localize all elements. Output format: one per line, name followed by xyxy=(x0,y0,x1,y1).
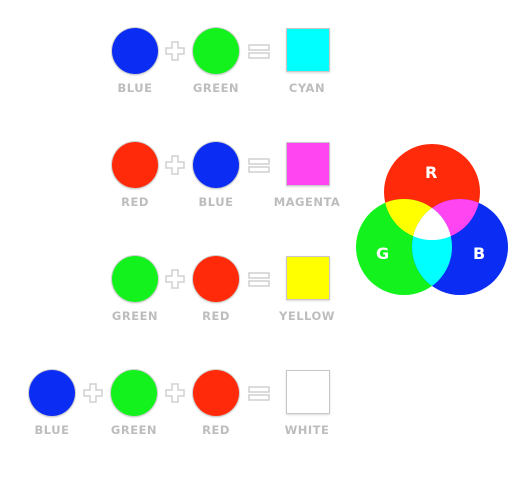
plus-icon xyxy=(165,269,185,289)
plus-icon xyxy=(165,383,185,403)
green-circle xyxy=(112,256,158,302)
red-circle xyxy=(193,370,239,416)
mix-row-blue-green: BLUE GREEN CYAN xyxy=(0,0,523,95)
venn-label-b: B xyxy=(473,244,486,263)
rgb-venn-diagram: R G B xyxy=(356,144,508,296)
venn-label-r: R xyxy=(425,163,438,182)
venn-white-center xyxy=(412,199,452,240)
venn-svg xyxy=(356,144,508,295)
magenta-result-square xyxy=(286,142,330,186)
input-label-green: GREEN xyxy=(110,423,158,437)
blue-circle xyxy=(193,142,239,188)
mix-row-blue-green-red: BLUE GREEN RED WHITE xyxy=(0,342,523,437)
mix-row-green-red: GREEN RED YELLOW xyxy=(0,228,523,323)
input-label-green: GREEN xyxy=(111,309,159,323)
green-circle xyxy=(193,28,239,74)
input-label-blue: BLUE xyxy=(34,423,70,437)
input-label-red: RED xyxy=(202,309,230,323)
equals-icon xyxy=(248,386,270,401)
cyan-result-square xyxy=(286,28,330,72)
input-label-green: GREEN xyxy=(192,81,240,95)
input-label-blue: BLUE xyxy=(198,195,234,209)
plus-icon xyxy=(165,41,185,61)
green-circle xyxy=(111,370,157,416)
plus-icon xyxy=(83,383,103,403)
input-label-blue: BLUE xyxy=(117,81,153,95)
equals-icon xyxy=(248,272,270,287)
equals-icon xyxy=(248,158,270,173)
result-label-cyan: CYAN xyxy=(288,81,326,95)
input-label-red: RED xyxy=(202,423,230,437)
white-result-square xyxy=(286,370,330,414)
mix-row-red-blue: RED BLUE MAGENTA xyxy=(0,114,523,209)
result-label-magenta: MAGENTA xyxy=(273,195,341,209)
plus-icon xyxy=(165,155,185,175)
venn-label-g: G xyxy=(376,244,390,263)
red-circle xyxy=(112,142,158,188)
yellow-result-square xyxy=(286,256,330,300)
input-label-red: RED xyxy=(121,195,149,209)
red-circle xyxy=(193,256,239,302)
blue-circle xyxy=(29,370,75,416)
equals-icon xyxy=(248,44,270,59)
result-label-white: WHITE xyxy=(284,423,330,437)
result-label-yellow: YELLOW xyxy=(279,309,335,323)
blue-circle xyxy=(112,28,158,74)
